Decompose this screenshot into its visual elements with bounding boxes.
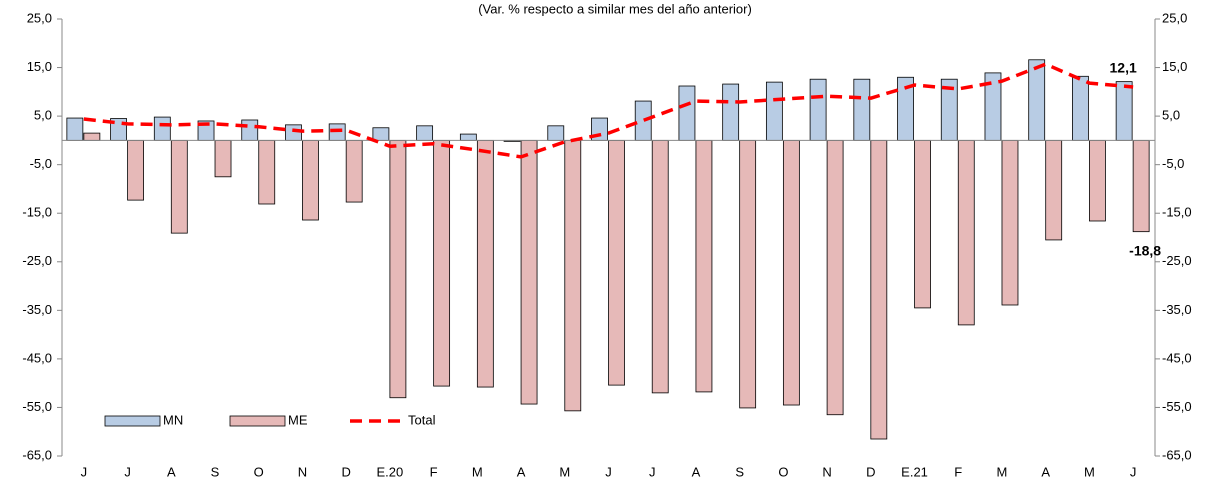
line-series xyxy=(83,62,1134,159)
bar xyxy=(433,139,451,387)
x-tick-label: A xyxy=(1041,464,1050,479)
bar xyxy=(809,78,827,141)
y2-tick-label: -15,0 xyxy=(1162,205,1192,220)
bar xyxy=(634,100,652,141)
x-tick-label: E.20 xyxy=(377,464,404,479)
legend-swatch xyxy=(104,415,161,427)
bar xyxy=(66,117,84,141)
bar xyxy=(127,139,144,201)
bar xyxy=(853,78,871,141)
bar xyxy=(170,139,188,234)
x-tick-label: F xyxy=(430,464,438,479)
bar xyxy=(241,119,259,141)
x-tick-label: J xyxy=(124,464,131,479)
x-tick-label: J xyxy=(1130,464,1137,479)
legend-label: MN xyxy=(163,412,183,427)
bar xyxy=(678,85,696,141)
y2-tick-label: -5,0 xyxy=(1162,156,1184,171)
data-label: 12,1 xyxy=(1110,59,1137,75)
x-tick-label: D xyxy=(341,464,350,479)
x-tick-label: O xyxy=(778,464,788,479)
x-tick-label: N xyxy=(298,464,307,479)
chart-subtitle: (Var. % respecto a similar mes del año a… xyxy=(478,1,752,16)
x-tick-label: M xyxy=(559,464,570,479)
bar xyxy=(826,139,844,416)
y-tick-label: 15,0 xyxy=(27,59,52,74)
bar xyxy=(870,139,888,440)
x-tick-label: A xyxy=(167,464,176,479)
y2-tick-label: 5,0 xyxy=(1162,108,1180,123)
x-tick-label: S xyxy=(211,464,220,479)
x-tick-label: J xyxy=(605,464,612,479)
bar xyxy=(302,139,319,221)
bar xyxy=(345,139,363,203)
x-tick-label: O xyxy=(254,464,264,479)
x-tick-label: M xyxy=(997,464,1008,479)
bar xyxy=(258,139,276,205)
bar xyxy=(459,133,477,141)
legend-label: ME xyxy=(288,412,308,427)
bar xyxy=(285,124,302,141)
bar xyxy=(765,81,783,141)
y-tick-label: -5,0 xyxy=(30,156,52,171)
bar xyxy=(1028,59,1046,141)
bar xyxy=(957,139,975,326)
y-tick-label: -65,0 xyxy=(22,447,52,462)
bar xyxy=(83,132,101,141)
y2-tick-label: -55,0 xyxy=(1162,399,1192,414)
bar xyxy=(214,139,232,178)
bar xyxy=(1072,75,1089,141)
bar xyxy=(153,116,171,141)
y2-tick-label: -35,0 xyxy=(1162,302,1192,317)
x-tick-label: A xyxy=(692,464,701,479)
x-tick-label: A xyxy=(517,464,526,479)
bar xyxy=(416,125,434,141)
x-tick-label: N xyxy=(822,464,831,479)
y2-tick-label: -45,0 xyxy=(1162,350,1192,365)
y-tick-label: -45,0 xyxy=(22,350,52,365)
bar xyxy=(564,139,582,412)
bar xyxy=(722,83,740,141)
y2-tick-label: 15,0 xyxy=(1162,59,1187,74)
y-tick-label: 25,0 xyxy=(27,10,52,25)
bar xyxy=(914,139,931,309)
bar xyxy=(1045,139,1063,241)
bar xyxy=(520,139,538,405)
bar xyxy=(695,139,713,393)
bar xyxy=(476,139,494,388)
bar xyxy=(1089,139,1106,222)
bar xyxy=(739,139,757,409)
x-tick-label: M xyxy=(472,464,483,479)
bar xyxy=(1115,81,1133,141)
bar xyxy=(782,139,800,406)
y2-tick-label: -65,0 xyxy=(1162,447,1192,462)
x-tick-label: D xyxy=(866,464,875,479)
x-tick-label: F xyxy=(954,464,962,479)
bar xyxy=(608,139,625,386)
y-tick-label: -35,0 xyxy=(22,302,52,317)
x-tick-label: J xyxy=(649,464,656,479)
y-tick-label: -55,0 xyxy=(22,399,52,414)
x-tick-label: S xyxy=(735,464,744,479)
legend-label: Total xyxy=(408,412,436,427)
bar xyxy=(389,139,407,399)
x-tick-label: M xyxy=(1084,464,1095,479)
y-tick-label: 5,0 xyxy=(34,108,52,123)
y2-tick-label: 25,0 xyxy=(1162,10,1187,25)
legend-swatch xyxy=(229,415,286,427)
x-tick-label: E.21 xyxy=(901,464,928,479)
bar xyxy=(547,125,565,141)
bar xyxy=(1001,139,1019,306)
y-tick-label: -25,0 xyxy=(22,253,52,268)
data-label: -18,8 xyxy=(1129,242,1161,258)
x-tick-label: J xyxy=(81,464,88,479)
bar xyxy=(372,127,390,141)
y2-tick-label: -25,0 xyxy=(1162,253,1192,268)
bar xyxy=(651,139,669,394)
y-tick-label: -15,0 xyxy=(22,205,52,220)
bar xyxy=(1132,139,1150,233)
